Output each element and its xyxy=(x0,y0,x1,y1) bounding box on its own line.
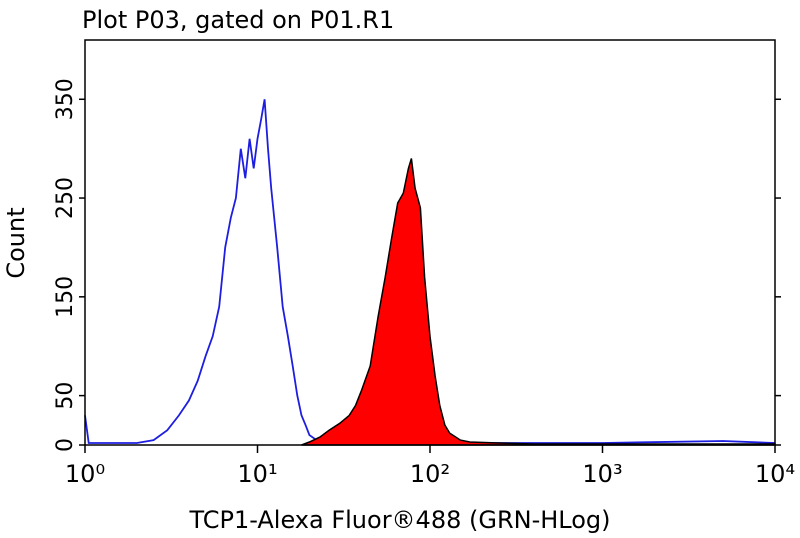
x-tick-label: 10¹ xyxy=(237,460,277,488)
y-tick-label: 350 xyxy=(53,78,78,120)
y-tick-label: 50 xyxy=(53,382,78,410)
y-tick-label: 250 xyxy=(53,177,78,219)
histogram-line xyxy=(84,99,776,444)
y-tick-label: 0 xyxy=(53,438,78,452)
x-tick-label: 10⁰ xyxy=(65,460,105,488)
chart-title: Plot P03, gated on P01.R1 xyxy=(82,6,394,34)
histogram-area xyxy=(301,158,776,446)
y-tick-label: 150 xyxy=(53,276,78,318)
x-tick-label: 10³ xyxy=(582,460,622,488)
x-tick-label: 10⁴ xyxy=(755,460,795,488)
x-axis-label: TCP1-Alexa Fluor®488 (GRN-HLog) xyxy=(188,506,610,534)
x-tick-label: 10² xyxy=(410,460,450,488)
y-axis-label: Count xyxy=(2,207,30,278)
